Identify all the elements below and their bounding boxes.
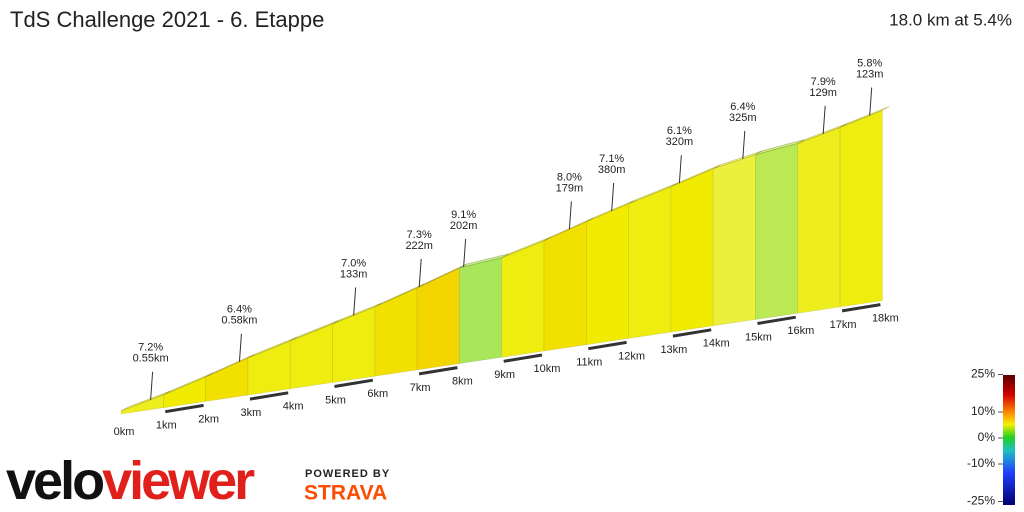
profile-segment (416, 267, 460, 371)
x-tick-label: 15km (745, 331, 772, 343)
colorbar-label: 10% (971, 404, 995, 418)
annotation-grade: 8.0% (557, 171, 582, 183)
x-tick-label: 11km (576, 357, 602, 369)
colorbar (1003, 375, 1015, 505)
annotation-length: 325m (729, 112, 757, 124)
x-tick-label: 12km (618, 350, 645, 362)
annotation-grade: 6.4% (730, 101, 755, 113)
annotation-length: 380m (598, 164, 626, 176)
annotation-leader (869, 87, 873, 116)
chart-title: TdS Challenge 2021 - 6. Etappe (10, 7, 324, 32)
profile-segment (374, 287, 418, 377)
axis-tick (334, 378, 374, 388)
x-tick-label: 8km (452, 376, 473, 388)
profile-segment (585, 203, 629, 346)
annotation-length: 202m (450, 220, 478, 232)
profile-segment (797, 126, 841, 314)
colorbar-label: -10% (967, 456, 995, 470)
axis-tick (841, 303, 881, 313)
x-tick-label: 6km (367, 388, 388, 400)
annotation-leader (568, 201, 572, 230)
summary: 18.0 km at 5.4% (889, 10, 1012, 29)
annotation-leader (238, 333, 242, 362)
profile-segment (501, 240, 545, 358)
x-tick-label: 10km (534, 363, 561, 375)
profile-segment (289, 323, 333, 390)
annotation-length: 0.58km (221, 315, 257, 327)
x-tick-label: 9km (494, 369, 515, 381)
x-tick-label: 5km (325, 394, 346, 406)
annotation-length: 222m (405, 240, 433, 252)
annotation-length: 320m (666, 136, 694, 148)
annotation-grade: 6.1% (667, 125, 692, 137)
annotation-leader (611, 182, 615, 212)
profile-segment (459, 257, 503, 364)
profile-segment (712, 154, 756, 327)
annotation-leader (678, 155, 682, 184)
x-tick-label: 14km (703, 338, 730, 350)
annotation-grade: 7.9% (811, 76, 836, 88)
axis-tick (165, 403, 204, 414)
profile-segment (543, 221, 587, 352)
axis-tick (503, 353, 543, 363)
axis-tick (757, 315, 797, 325)
annotation-length: 0.55km (133, 353, 169, 365)
annotation-length: 133m (340, 268, 368, 280)
powered-by: POWERED BY (305, 468, 390, 480)
profile-segment (332, 306, 376, 383)
axis-tick (418, 366, 458, 376)
profile-segment (670, 168, 714, 333)
annotation-grade: 9.1% (451, 209, 476, 221)
x-tick-label: 2km (198, 413, 219, 425)
x-tick-label: 4km (283, 401, 304, 413)
annotation-grade: 5.8% (857, 57, 882, 69)
annotation-leader (353, 287, 357, 316)
annotation-leader (463, 238, 467, 267)
x-tick-label: 18km (872, 313, 899, 325)
annotation-leader (150, 371, 154, 400)
colorbar-label: 0% (978, 430, 996, 444)
x-tick-label: 0km (114, 426, 135, 438)
annotation-grade: 6.4% (227, 304, 252, 316)
annotation-leader (418, 258, 422, 287)
profile-segment (628, 186, 672, 339)
annotation-grade: 7.2% (138, 342, 163, 354)
annotation-leader (822, 105, 826, 134)
colorbar-label: 25% (971, 367, 995, 381)
axis-tick (249, 391, 289, 401)
annotation-grade: 7.3% (407, 229, 432, 241)
annotation-length: 179m (556, 182, 584, 194)
annotation-length: 123m (856, 68, 884, 80)
annotation-length: 129m (809, 87, 837, 99)
profile-top (839, 106, 890, 128)
x-tick-label: 3km (241, 407, 262, 419)
colorbar-label: -25% (967, 494, 995, 508)
x-tick-label: 16km (787, 325, 814, 337)
profile-segment (839, 109, 883, 308)
x-tick-label: 13km (660, 344, 687, 356)
profile-segment (205, 357, 249, 402)
axis-tick (672, 328, 712, 338)
strava: STRAVA (304, 482, 387, 505)
annotation-leader (742, 130, 746, 159)
annotation-grade: 7.0% (341, 257, 366, 269)
axis-tick (588, 340, 627, 351)
profile-segment (120, 394, 164, 415)
annotation-grade: 7.1% (599, 153, 624, 165)
x-tick-label: 1km (156, 420, 177, 432)
profile-segment (755, 143, 799, 320)
x-tick-label: 17km (830, 319, 857, 331)
logo: veloviewer (6, 451, 255, 511)
x-tick-label: 7km (410, 382, 431, 394)
